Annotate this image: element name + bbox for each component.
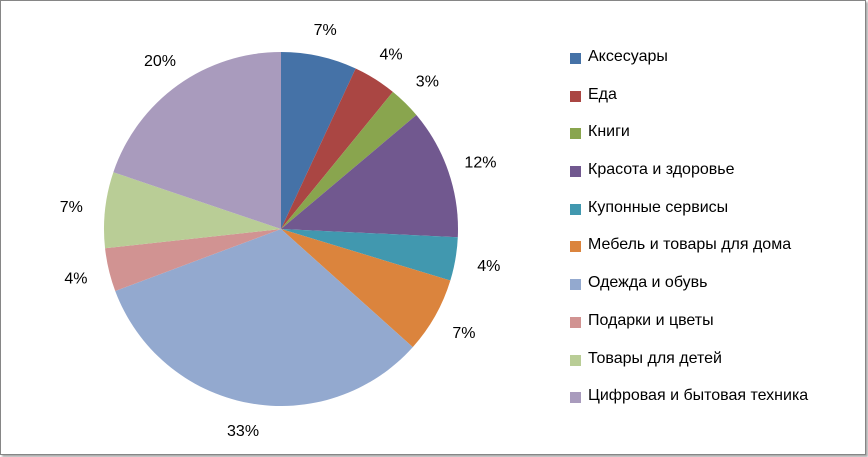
legend-label: Купонные сервисы [588, 198, 729, 216]
pie-slice-9 [104, 172, 281, 249]
legend-item: Товары для детей [570, 350, 808, 388]
pie-slice-7 [115, 229, 413, 406]
legend-item: Аксесуары [570, 48, 808, 86]
legend-label: Цифровая и бытовая техника [588, 387, 809, 405]
legend-label: Книги [588, 123, 630, 141]
legend-swatch [570, 354, 581, 366]
data-label-4: 12% [464, 154, 496, 171]
legend: Аксесуары Еда Книги Красота и здоровье Купон… [570, 48, 808, 425]
data-label-3: 3% [416, 73, 439, 90]
data-label-10: 20% [144, 53, 176, 70]
legend-swatch [570, 279, 581, 291]
legend-swatch [570, 166, 581, 178]
data-label-9: 7% [60, 199, 83, 216]
data-label-8: 4% [64, 271, 87, 288]
legend-label: Еда [588, 85, 617, 103]
pie-slice-10 [113, 52, 281, 229]
legend-label: Мебель и товары для дома [588, 236, 792, 254]
legend-item: Купонные сервисы [570, 199, 808, 237]
legend-swatch [570, 128, 581, 140]
pie-slice-8 [105, 229, 281, 291]
legend-label: Товары для детей [588, 349, 722, 367]
legend-swatch [570, 392, 581, 404]
legend-item: Одежда и обувь [570, 274, 808, 312]
legend-swatch [570, 203, 581, 215]
data-label-2: 4% [380, 46, 403, 63]
legend-item: Книги [570, 123, 808, 161]
data-label-6: 7% [452, 325, 475, 342]
pie-slice-2 [281, 68, 393, 229]
legend-item: Красота и здоровье [570, 161, 808, 199]
legend-swatch [570, 90, 581, 102]
legend-label: Подарки и цветы [588, 311, 714, 329]
legend-item: Еда [570, 86, 808, 124]
data-label-7: 33% [227, 423, 259, 440]
pie-slice-6 [281, 229, 451, 348]
legend-item: Мебель и товары для дома [570, 236, 808, 274]
legend-swatch [570, 53, 581, 64]
pie-slice-1 [281, 52, 356, 229]
legend-label: Одежда и обувь [588, 274, 708, 292]
legend-swatch [570, 316, 581, 328]
data-label-1: 7% [314, 22, 337, 39]
legend-item: Цифровая и бытовая техника [570, 387, 808, 425]
legend-label: Красота и здоровье [588, 161, 735, 179]
pie-slice-3 [281, 91, 417, 230]
pie-slice-5 [281, 229, 458, 281]
pie-slice-4 [281, 114, 458, 238]
data-label-5: 4% [477, 258, 500, 275]
legend-label: Аксесуары [588, 48, 668, 65]
legend-item: Подарки и цветы [570, 312, 808, 350]
legend-swatch [570, 241, 581, 253]
